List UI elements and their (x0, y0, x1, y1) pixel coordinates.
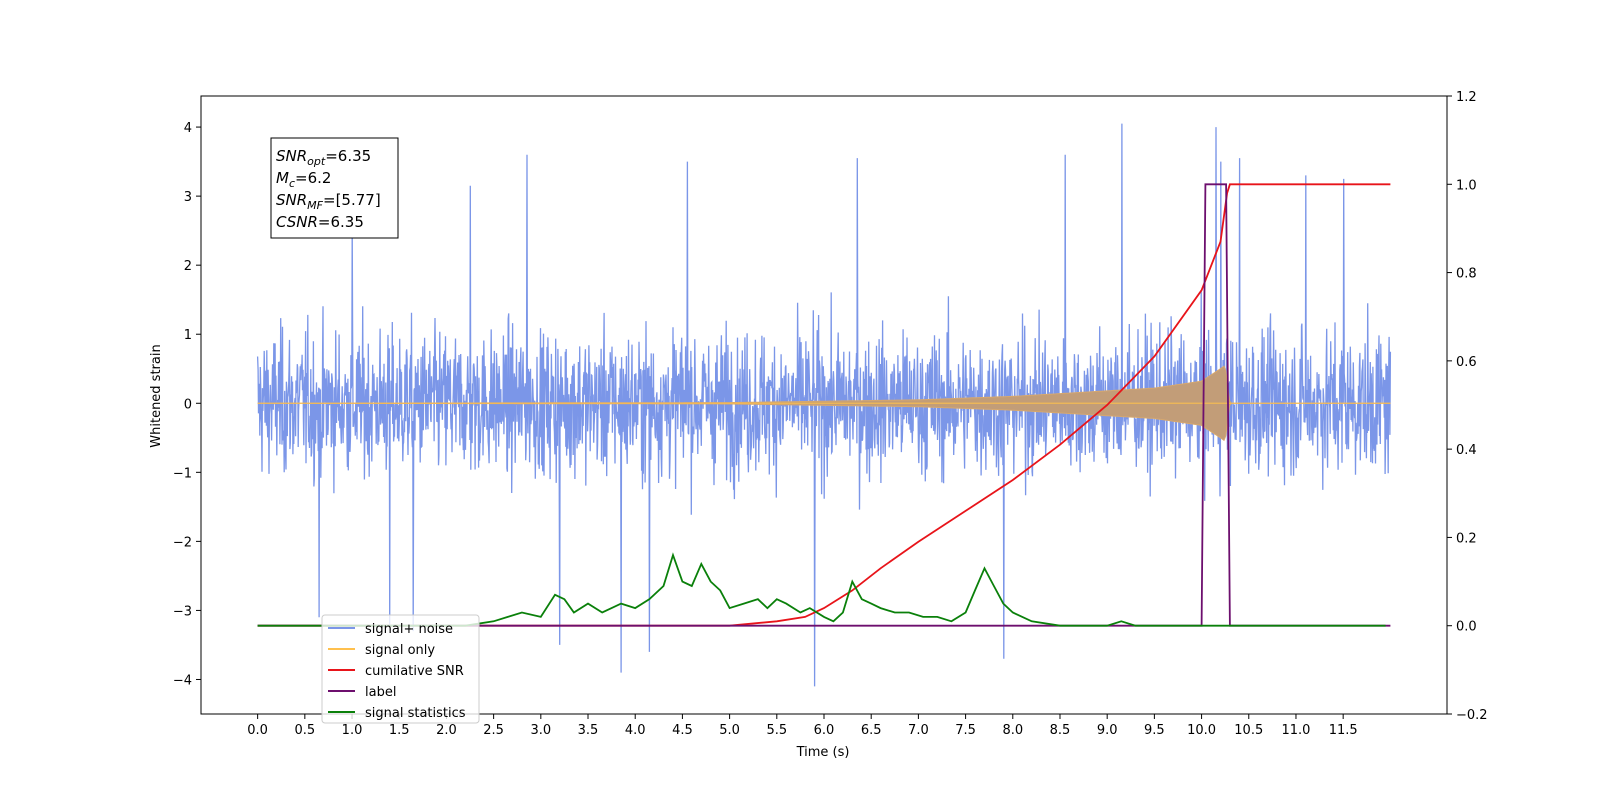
x-tick-label: 4.0 (625, 723, 646, 738)
y2-tick-label: 0.4 (1456, 443, 1477, 458)
y2-tick-label: 0.8 (1456, 267, 1477, 282)
y-tick-label: −3 (173, 604, 192, 619)
y-tick-label: −2 (173, 535, 192, 550)
x-tick-label: 0.5 (294, 723, 315, 738)
x-tick-label: 8.0 (1002, 723, 1023, 738)
x-tick-label: 2.0 (436, 723, 457, 738)
x-tick-label: 11.0 (1281, 723, 1310, 738)
y2-tick-label: 0.2 (1456, 531, 1477, 546)
y-tick-label: −1 (173, 466, 192, 481)
series-signal-noise-line (256, 123, 1392, 687)
y2-tick-label: 1.2 (1456, 90, 1477, 105)
series-label-line (257, 183, 1391, 627)
y-tick-label: 1 (184, 328, 192, 343)
x-tick-label: 2.5 (483, 723, 504, 738)
annotation-line: SNRMF=[5.77] (276, 191, 381, 212)
left-y-axis: −4 −3 −2 −1 0 1 2 3 4 (173, 121, 201, 688)
legend-label: signal only (365, 643, 435, 658)
y2-tick-label: 0.6 (1456, 355, 1477, 370)
x-tick-label: 7.5 (955, 723, 976, 738)
annotation-line: SNRopt=6.35 (276, 147, 371, 168)
x-tick-label: 5.0 (719, 723, 740, 738)
x-tick-label: 1.5 (389, 723, 410, 738)
x-tick-label: 6.0 (814, 723, 835, 738)
annotation-frame (270, 137, 399, 239)
x-tick-label: 3.0 (530, 723, 551, 738)
x-tick-label: 9.0 (1097, 723, 1118, 738)
y2-tick-label: −0.2 (1456, 708, 1488, 723)
legend-label: signal statistics (365, 706, 466, 721)
x-tick-label: 9.5 (1144, 723, 1165, 738)
annotation-line: CSNR=6.35 (276, 213, 364, 231)
y-tick-label: 3 (184, 190, 192, 205)
x-tick-label: 11.5 (1329, 723, 1358, 738)
y-tick-label: 0 (184, 397, 192, 412)
series-cumilative-snr-line (257, 183, 1391, 627)
y-tick-label: −4 (173, 673, 192, 688)
legend-label: cumilative SNR (365, 664, 464, 679)
x-tick-label: 1.0 (342, 723, 363, 738)
legend-label: signal+ noise (365, 622, 453, 637)
x-axis-label: Time (s) (796, 745, 850, 760)
plot-content (256, 123, 1392, 687)
annotation-line: Mc=6.2 (276, 169, 331, 190)
x-tick-label: 10.5 (1234, 723, 1263, 738)
x-tick-label: 8.5 (1050, 723, 1071, 738)
x-axis: 0.0 0.5 1.0 1.5 2.0 2.5 3.0 3.5 4.0 4.5 5.0 5.5 6.0 6… (247, 714, 1358, 738)
y2-tick-label: 0.0 (1456, 620, 1477, 635)
series-signal-statistics-line (257, 552, 1386, 627)
y-tick-label: 4 (184, 121, 192, 136)
y-axis-label: Whitened strain (149, 344, 164, 447)
legend-label: label (365, 685, 396, 700)
x-tick-label: 0.0 (247, 723, 268, 738)
plot-area (200, 95, 1448, 715)
x-tick-label: 3.5 (578, 723, 599, 738)
x-tick-label: 4.5 (672, 723, 693, 738)
legend-frame (321, 614, 480, 724)
legend: signal+ noise signal only cumilative SNR la… (321, 614, 480, 724)
y-tick-label: 2 (184, 259, 192, 274)
x-tick-label: 7.0 (908, 723, 929, 738)
x-tick-label: 5.5 (766, 723, 787, 738)
right-y-axis: −0.2 0.0 0.2 0.4 0.6 0.8 1.0 1.2 (1447, 90, 1488, 723)
y2-tick-label: 1.0 (1456, 178, 1477, 193)
x-tick-label: 6.5 (861, 723, 882, 738)
x-tick-label: 10.0 (1187, 723, 1216, 738)
